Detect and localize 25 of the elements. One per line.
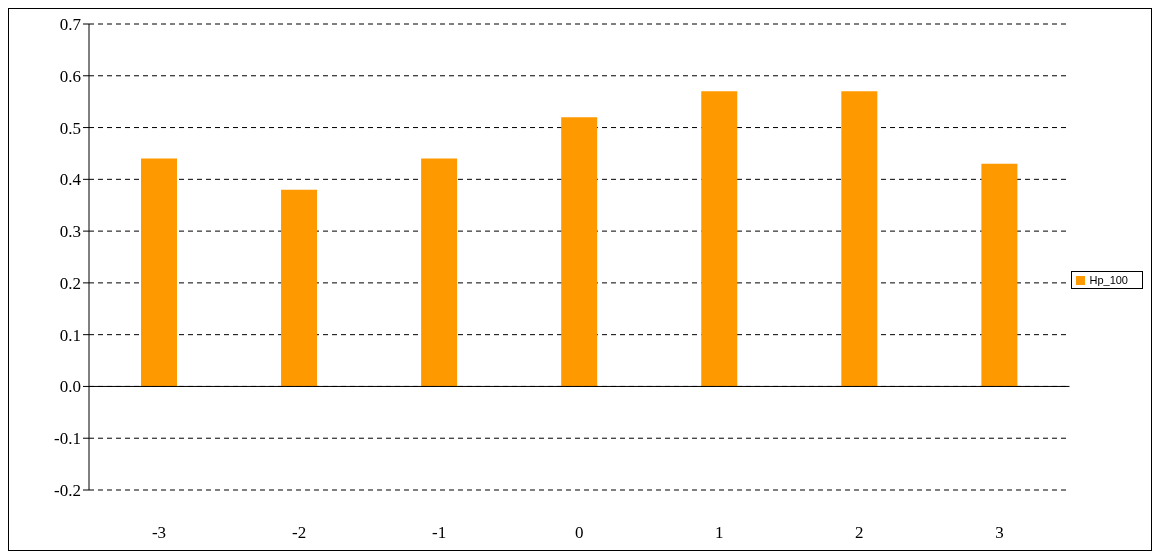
bar	[841, 91, 878, 387]
bar	[281, 189, 318, 387]
y-tick-label: 0.6	[59, 66, 81, 86]
y-tick-label: 0.0	[59, 377, 81, 397]
x-tick-label: 3	[995, 523, 1004, 543]
y-tick-label: 0.7	[59, 15, 82, 35]
x-tick-label: -1	[432, 523, 447, 543]
bar	[701, 91, 738, 387]
x-tick-label: 0	[574, 523, 584, 543]
x-tick-label: -3	[151, 523, 167, 543]
y-tick-label: 0.4	[59, 170, 82, 190]
x-tick-label: 2	[855, 523, 864, 543]
y-tick-label: 0.5	[59, 118, 81, 138]
x-tick-label: 1	[715, 523, 724, 543]
legend-label: Hp_100	[1089, 273, 1128, 286]
y-tick-label: 0.1	[59, 325, 81, 345]
bar	[981, 163, 1018, 387]
y-tick-label: -0.1	[54, 429, 81, 449]
y-tick-label: 0.3	[59, 222, 81, 242]
bar	[561, 117, 598, 387]
y-tick-label: 0.2	[59, 273, 81, 293]
bar	[141, 158, 177, 387]
x-tick-label: -2	[292, 523, 307, 543]
bar	[421, 158, 458, 387]
y-tick-label: -0.2	[54, 481, 81, 501]
